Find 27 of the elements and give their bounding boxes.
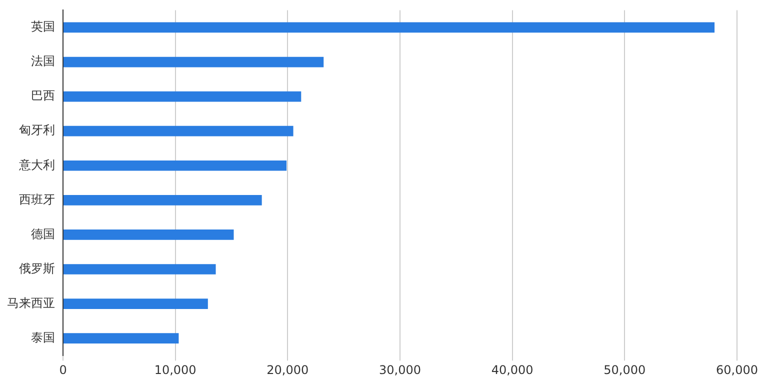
bar: [64, 264, 216, 274]
x-tick-label: 10,000: [154, 362, 196, 377]
y-tick-label: 俄罗斯: [19, 261, 55, 276]
bar: [64, 22, 715, 33]
x-tick-label: 20,000: [266, 362, 309, 377]
bar: [64, 91, 302, 102]
y-tick-label: 意大利: [18, 158, 55, 172]
y-tick-label: 泰国: [31, 330, 55, 344]
y-tick-label: 匈牙利: [19, 123, 55, 138]
bar: [64, 160, 287, 171]
bar: [64, 126, 294, 136]
bar: [64, 333, 179, 344]
y-tick-label: 法国: [31, 54, 55, 68]
x-tick-label: 30,000: [379, 362, 421, 377]
bar: [64, 230, 234, 240]
y-tick-label: 巴西: [31, 88, 55, 103]
bar: [64, 56, 324, 68]
y-tick-label: 马来西亚: [7, 296, 55, 310]
x-tick-label: 50,000: [604, 362, 646, 377]
y-tick-label: 西班牙: [19, 192, 55, 206]
x-tick-label: 0: [59, 362, 67, 377]
x-tick-label: 40,000: [491, 362, 534, 377]
bar: [64, 194, 262, 206]
x-tick-label: 60,000: [716, 362, 758, 377]
y-tick-label: 英国: [31, 20, 55, 34]
bar: [64, 298, 208, 309]
y-tick-label: 德国: [31, 226, 55, 241]
